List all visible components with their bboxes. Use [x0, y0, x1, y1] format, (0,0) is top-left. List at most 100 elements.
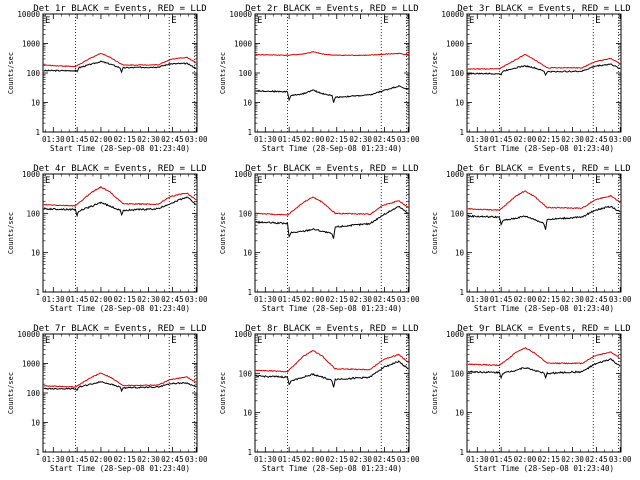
panel-title: Det 1r BLACK = Events, RED = LLD	[33, 4, 206, 14]
series-line-lld	[255, 350, 409, 373]
x-tick-label: 02:30	[137, 295, 160, 304]
panel-title: Det 7r BLACK = Events, RED = LLD	[33, 324, 206, 334]
series-line-events	[467, 63, 621, 77]
panel-title: Det 9r BLACK = Events, RED = LLD	[457, 324, 630, 334]
y-axis-label: Counts/sec	[431, 212, 439, 254]
y-tick-label: 10000	[17, 330, 40, 339]
y-tick-label: 1000	[22, 360, 41, 369]
x-tick-label: 02:15	[325, 295, 348, 304]
series-line-lld	[43, 372, 197, 388]
series-line-events	[43, 381, 197, 393]
panel-det-4: Det 4r BLACK = Events, RED = LLD 1 10 100 10…	[7, 164, 208, 313]
x-tick-label: 02:00	[514, 295, 537, 304]
x-tick-label: 01:45	[278, 455, 301, 464]
series-line-events	[255, 85, 409, 103]
y-tick-label: 10	[455, 99, 465, 108]
x-tick-label: 02:30	[561, 455, 584, 464]
x-tick-label: 02:00	[90, 295, 113, 304]
x-tick-label: 03:00	[397, 455, 420, 464]
marker-label-left: E	[257, 176, 262, 186]
x-axis-label: Start Time (28-Sep-08 01:23:40)	[262, 144, 402, 153]
x-tick-label: 03:00	[609, 455, 632, 464]
y-tick-label: 1000	[22, 170, 41, 179]
marker-label-right: E	[171, 336, 176, 346]
x-tick-label: 02:00	[514, 455, 537, 464]
x-tick-label: 02:45	[373, 135, 396, 144]
x-tick-label: 02:00	[302, 455, 325, 464]
panel-det-8: Det 8r BLACK = Events, RED = LLD 1 10 100 10…	[219, 324, 420, 473]
x-tick-label: 01:45	[278, 135, 301, 144]
x-tick-label: 02:30	[349, 455, 372, 464]
marker-label-right: E	[171, 176, 176, 186]
x-tick-label: 02:45	[373, 455, 396, 464]
x-tick-label: 02:15	[113, 295, 136, 304]
x-tick-label: 02:45	[373, 295, 396, 304]
plot-frame	[466, 173, 622, 293]
y-tick-label: 1000	[446, 170, 465, 179]
x-tick-label: 02:15	[537, 455, 560, 464]
series-line-events	[43, 60, 197, 74]
series-line-lld	[467, 190, 621, 211]
y-tick-label: 100	[238, 209, 252, 218]
marker-label-right: E	[595, 336, 600, 346]
x-tick-label: 03:00	[609, 295, 632, 304]
series-line-events	[255, 205, 409, 239]
y-tick-label: 1	[247, 128, 252, 137]
x-tick-label: 02:00	[302, 295, 325, 304]
x-tick-label: 01:30	[42, 295, 65, 304]
x-axis-label: Start Time (28-Sep-08 01:23:40)	[50, 304, 190, 313]
y-tick-label: 1	[247, 448, 252, 457]
y-tick-label: 10	[455, 409, 465, 418]
marker-label-right: E	[595, 16, 600, 26]
y-tick-label: 100	[238, 369, 252, 378]
y-tick-label: 10	[31, 99, 41, 108]
y-tick-label: 1	[35, 448, 40, 457]
y-tick-label: 10	[31, 419, 41, 428]
y-tick-label: 1000	[446, 40, 465, 49]
panel-det-1: Det 1r BLACK = Events, RED = LLD 1 10 100 10…	[7, 4, 208, 153]
plot-frame	[42, 173, 198, 293]
panel-title: Det 4r BLACK = Events, RED = LLD	[33, 164, 206, 174]
marker-label-left: E	[45, 336, 50, 346]
y-tick-label: 1	[247, 288, 252, 297]
x-tick-label: 01:30	[254, 135, 277, 144]
y-tick-label: 1	[459, 288, 464, 297]
y-tick-label: 1	[35, 288, 40, 297]
x-axis-label: Start Time (28-Sep-08 01:23:40)	[50, 464, 190, 473]
y-axis-label: Counts/sec	[219, 372, 227, 414]
x-tick-label: 02:30	[137, 135, 160, 144]
series-line-events	[467, 205, 621, 230]
y-tick-label: 100	[26, 69, 40, 78]
x-tick-label: 01:30	[254, 295, 277, 304]
panel-title: Det 6r BLACK = Events, RED = LLD	[457, 164, 630, 174]
x-tick-label: 02:45	[585, 295, 608, 304]
x-tick-label: 01:30	[42, 455, 65, 464]
x-tick-label: 01:45	[66, 455, 89, 464]
x-tick-label: 02:45	[585, 135, 608, 144]
y-tick-label: 10	[243, 249, 253, 258]
y-tick-label: 10000	[17, 10, 40, 19]
y-tick-label: 1000	[446, 330, 465, 339]
marker-label-left: E	[45, 176, 50, 186]
y-tick-label: 100	[450, 209, 464, 218]
y-tick-label: 100	[26, 209, 40, 218]
y-tick-label: 100	[450, 369, 464, 378]
x-tick-label: 02:30	[561, 135, 584, 144]
x-tick-label: 01:30	[466, 295, 489, 304]
y-tick-label: 1	[35, 128, 40, 137]
marker-label-right: E	[595, 176, 600, 186]
x-tick-label: 01:45	[66, 135, 89, 144]
marker-label-left: E	[469, 16, 474, 26]
x-axis-label: Start Time (28-Sep-08 01:23:40)	[50, 144, 190, 153]
x-tick-label: 01:45	[490, 455, 513, 464]
panel-det-5: Det 5r BLACK = Events, RED = LLD 1 10 100 10…	[219, 164, 420, 313]
y-tick-label: 10	[243, 99, 253, 108]
x-tick-label: 03:00	[185, 295, 208, 304]
marker-label-right: E	[171, 16, 176, 26]
x-axis-label: Start Time (28-Sep-08 01:23:40)	[474, 464, 614, 473]
x-tick-label: 01:30	[466, 135, 489, 144]
series-line-lld	[43, 185, 197, 207]
y-tick-label: 1000	[234, 170, 253, 179]
x-tick-label: 02:45	[585, 455, 608, 464]
series-line-lld	[467, 347, 621, 367]
